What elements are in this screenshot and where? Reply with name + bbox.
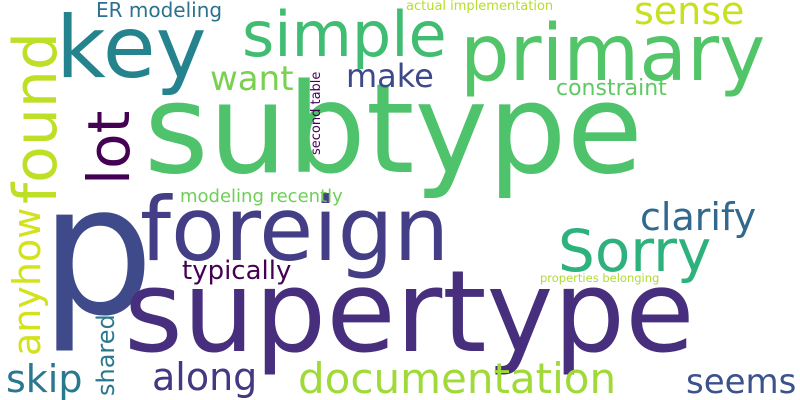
word-second-table: second table <box>309 71 324 155</box>
word-make: make <box>346 57 434 95</box>
word-skip: skip <box>6 357 83 400</box>
word-seems: seems <box>686 362 797 400</box>
word-er-modeling: ER modeling <box>96 0 223 22</box>
word-p: p <box>40 147 155 356</box>
word-subtype: subtype <box>144 58 643 202</box>
word-simple: simple <box>242 0 447 71</box>
word-want: want <box>210 59 294 99</box>
word-typically: typically <box>182 256 292 286</box>
word-modeling-recently: modeling recently <box>180 186 343 207</box>
word-anyhow: anyhow <box>5 207 49 356</box>
word-clarify: clarify <box>640 195 757 239</box>
word-properties-belonging: properties belonging <box>540 271 660 285</box>
word-documentation: documentation <box>298 354 617 400</box>
word-found: found <box>1 32 71 204</box>
word-primary: primary <box>460 9 766 99</box>
word-shared: shared <box>92 314 120 396</box>
word-actual-implementation: actual implementation <box>406 0 554 14</box>
word-foreign: foreign <box>140 178 450 281</box>
word-supertype: supertype <box>124 246 695 378</box>
word-key: key <box>56 0 207 98</box>
word-along: along <box>152 355 258 399</box>
word-lot: lot <box>75 110 143 185</box>
word-sense: sense <box>634 0 745 33</box>
word-constraint: constraint <box>556 76 667 101</box>
word-sorry: Sorry <box>558 217 712 285</box>
